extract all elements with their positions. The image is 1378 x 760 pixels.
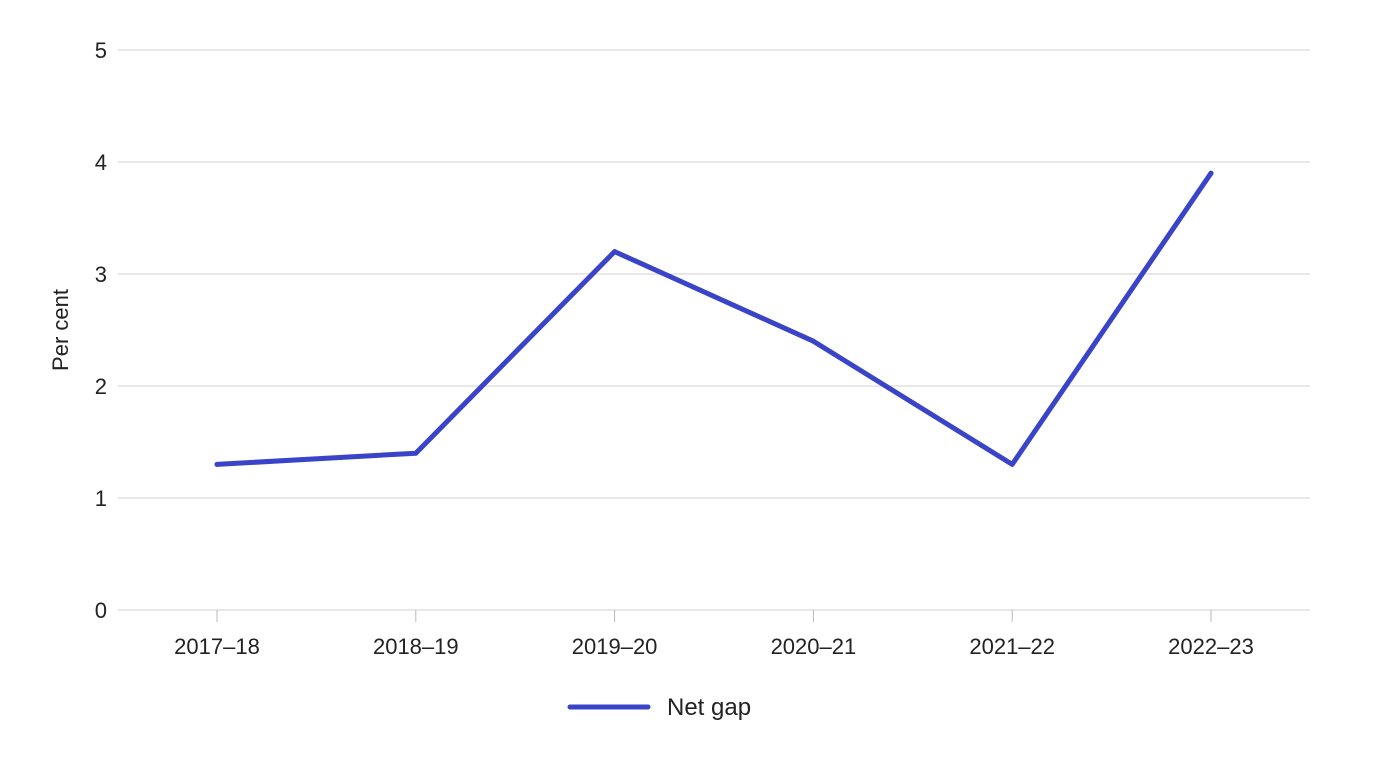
gridlines bbox=[118, 49, 1310, 611]
y-axis-title: Per cent bbox=[48, 289, 73, 371]
y-tick-label: 0 bbox=[95, 598, 107, 623]
legend: Net gap bbox=[567, 694, 751, 721]
data-point bbox=[1009, 461, 1015, 467]
y-tick-label: 1 bbox=[95, 486, 107, 511]
y-tick-label: 5 bbox=[95, 38, 107, 63]
data-point bbox=[214, 461, 220, 467]
data-point bbox=[810, 338, 816, 344]
x-tick-label: 2020–21 bbox=[771, 634, 857, 659]
data-point bbox=[1208, 170, 1214, 176]
data-point bbox=[612, 249, 618, 255]
x-tick-label: 2021–22 bbox=[969, 634, 1055, 659]
x-axis-ticks: 2017–18 2018–19 2019–20 2020–21 2021–22 2022–… bbox=[174, 610, 1254, 659]
y-axis-ticks: 0 1 2 3 4 5 bbox=[95, 38, 107, 623]
legend-label-net-gap: Net gap bbox=[667, 694, 751, 721]
x-tick-label: 2022–23 bbox=[1168, 634, 1254, 659]
series-line-net-gap bbox=[214, 170, 1214, 467]
data-point bbox=[413, 450, 419, 456]
y-tick-label: 3 bbox=[95, 262, 107, 287]
y-tick-label: 4 bbox=[95, 150, 107, 175]
x-tick-label: 2017–18 bbox=[174, 634, 260, 659]
x-tick-label: 2019–20 bbox=[572, 634, 658, 659]
y-tick-label: 2 bbox=[95, 374, 107, 399]
x-tick-label: 2018–19 bbox=[373, 634, 459, 659]
series-lines bbox=[214, 170, 1214, 467]
